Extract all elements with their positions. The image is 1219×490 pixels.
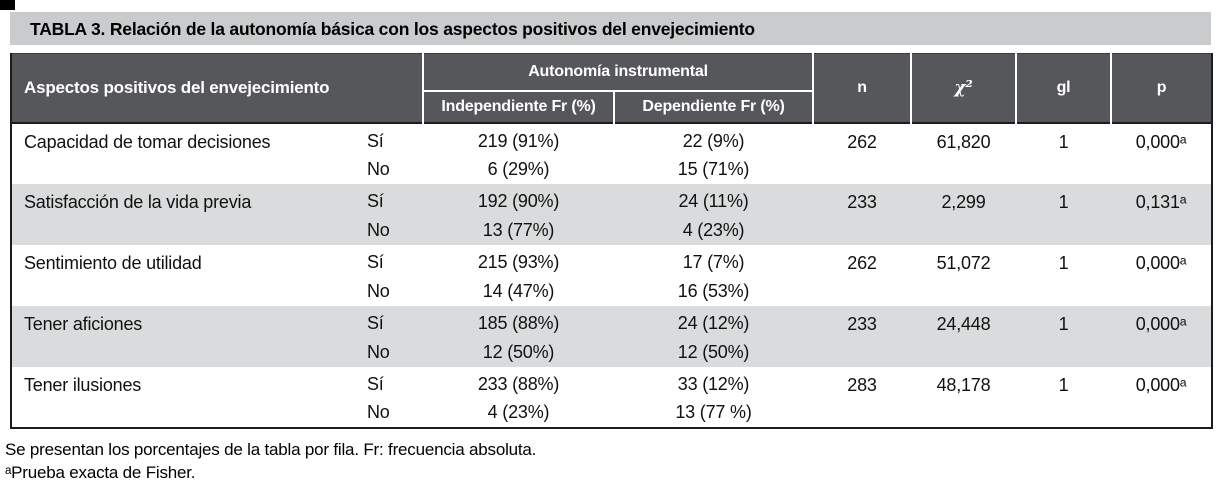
independiente-value: 13 (77%) xyxy=(423,215,614,245)
p-value: 0,000ᵃ xyxy=(1135,131,1187,152)
p-value: 0,131ᵃ xyxy=(1111,183,1213,245)
chi2-value: 51,072 xyxy=(936,252,991,273)
gl-value: 1 xyxy=(1058,252,1069,273)
response-label: Sí xyxy=(351,183,423,216)
chi2-value: 2,299 xyxy=(911,183,1017,245)
table-body: Capacidad de tomar decisiones Sí 219 (91… xyxy=(11,123,1213,428)
independiente-value: 192 (90%) xyxy=(423,183,614,216)
col-header-dependiente: Dependiente Fr (%) xyxy=(612,90,814,123)
dependiente-value: 24 (12%) xyxy=(614,305,814,338)
table-row: No 14 (47%) 16 (53%) xyxy=(11,277,1212,306)
response-label: Sí xyxy=(367,130,384,151)
table-row: No 12 (50%) 12 (50%) xyxy=(11,337,1212,367)
aspect-cell: Tener aficiones xyxy=(11,305,351,367)
table-title: TABLA 3. Relación de la autonomía básica… xyxy=(30,19,755,39)
dependiente-value: 4 (23%) xyxy=(614,215,814,245)
aspect-cell: Capacidad de tomar decisiones xyxy=(24,131,271,152)
col-header-gl: gl xyxy=(1015,53,1112,123)
table-row: No 4 (23%) 13 (77 %) xyxy=(11,399,1212,428)
results-table: Aspectos positivos del envejecimiento Au… xyxy=(10,53,1214,429)
response-label: No xyxy=(367,402,390,422)
chi2-value: 48,178 xyxy=(936,374,991,395)
response-label: No xyxy=(351,215,423,245)
response-label: No xyxy=(351,337,423,367)
independiente-value: 12 (50%) xyxy=(423,337,614,367)
table-row: No 13 (77%) 4 (23%) xyxy=(11,215,1212,245)
dependiente-value: 13 (77 %) xyxy=(675,402,752,422)
independiente-value: 14 (47%) xyxy=(482,280,555,301)
aspect-cell: Satisfacción de la vida previa xyxy=(11,183,351,245)
table-header: Aspectos positivos del envejecimiento Au… xyxy=(11,53,1213,123)
independiente-value: 215 (93%) xyxy=(477,252,560,272)
table-row: No 6 (29%) 15 (71%) xyxy=(11,155,1212,184)
aspect-cell: Tener ilusiones xyxy=(24,374,142,395)
table-row: Tener aficiones Sí 185 (88%) 24 (12%) 23… xyxy=(11,305,1213,367)
footnote-percentages: Se presentan los porcentajes de la tabla… xyxy=(5,440,537,459)
table-footnotes: Se presentan los porcentajes de la tabla… xyxy=(5,438,536,484)
col-header-chi2: χ² xyxy=(910,53,1017,123)
gl-value: 1 xyxy=(1016,183,1112,245)
col-header-aspectos: Aspectos positivos del envejecimiento xyxy=(11,53,423,123)
p-value: 0,000ᵃ xyxy=(1135,374,1187,395)
gl-value: 1 xyxy=(1058,374,1069,395)
table-row: Sentimiento de utilidad Sí 215 (93%) 17 … xyxy=(11,245,1212,277)
response-label: Sí xyxy=(351,305,423,338)
dependiente-value: 33 (12%) xyxy=(677,374,750,394)
chi2-value: 24,448 xyxy=(911,305,1017,367)
aspect-cell: Sentimiento de utilidad xyxy=(24,252,202,273)
p-value: 0,000ᵃ xyxy=(1111,305,1213,367)
dependiente-value: 24 (11%) xyxy=(614,183,814,216)
p-value: 0,000ᵃ xyxy=(1135,252,1187,273)
col-header-autonomia-instrumental: Autonomía instrumental xyxy=(421,53,814,92)
independiente-value: 4 (23%) xyxy=(487,402,550,422)
independiente-value: 219 (91%) xyxy=(477,130,560,151)
gl-value: 1 xyxy=(1016,305,1112,367)
table-row: Satisfacción de la vida previa Sí 192 (9… xyxy=(11,183,1213,245)
corner-scan-mark xyxy=(0,0,15,10)
n-value: 233 xyxy=(813,305,912,367)
n-value: 233 xyxy=(813,183,912,245)
table-row: Tener ilusiones Sí 233 (88%) 33 (12%) 28… xyxy=(11,367,1212,399)
independiente-value: 233 (88%) xyxy=(477,374,560,394)
gl-value: 1 xyxy=(1058,131,1069,152)
chi2-value: 61,820 xyxy=(936,131,991,152)
table-title-bar: TABLA 3. Relación de la autonomía básica… xyxy=(10,12,1211,45)
table-row: Capacidad de tomar decisiones Sí 219 (91… xyxy=(11,123,1212,155)
n-value: 283 xyxy=(847,374,877,395)
response-label: Sí xyxy=(367,374,384,394)
response-label: No xyxy=(367,158,390,179)
dependiente-value: 12 (50%) xyxy=(614,337,814,367)
dependiente-value: 17 (7%) xyxy=(682,252,745,272)
col-header-n: n xyxy=(812,53,912,123)
response-label: No xyxy=(367,280,390,301)
independiente-value: 185 (88%) xyxy=(423,305,614,338)
dependiente-value: 22 (9%) xyxy=(682,130,745,151)
independiente-value: 6 (29%) xyxy=(487,158,550,179)
n-value: 262 xyxy=(847,252,877,273)
footnote-fisher: ᵃPrueba exacta de Fisher. xyxy=(5,463,196,482)
response-label: Sí xyxy=(367,252,384,272)
col-header-p: p xyxy=(1110,53,1213,123)
dependiente-value: 16 (53%) xyxy=(677,280,750,301)
dependiente-value: 15 (71%) xyxy=(677,158,750,179)
col-header-independiente: Independiente Fr (%) xyxy=(422,90,614,123)
n-value: 262 xyxy=(847,131,877,152)
